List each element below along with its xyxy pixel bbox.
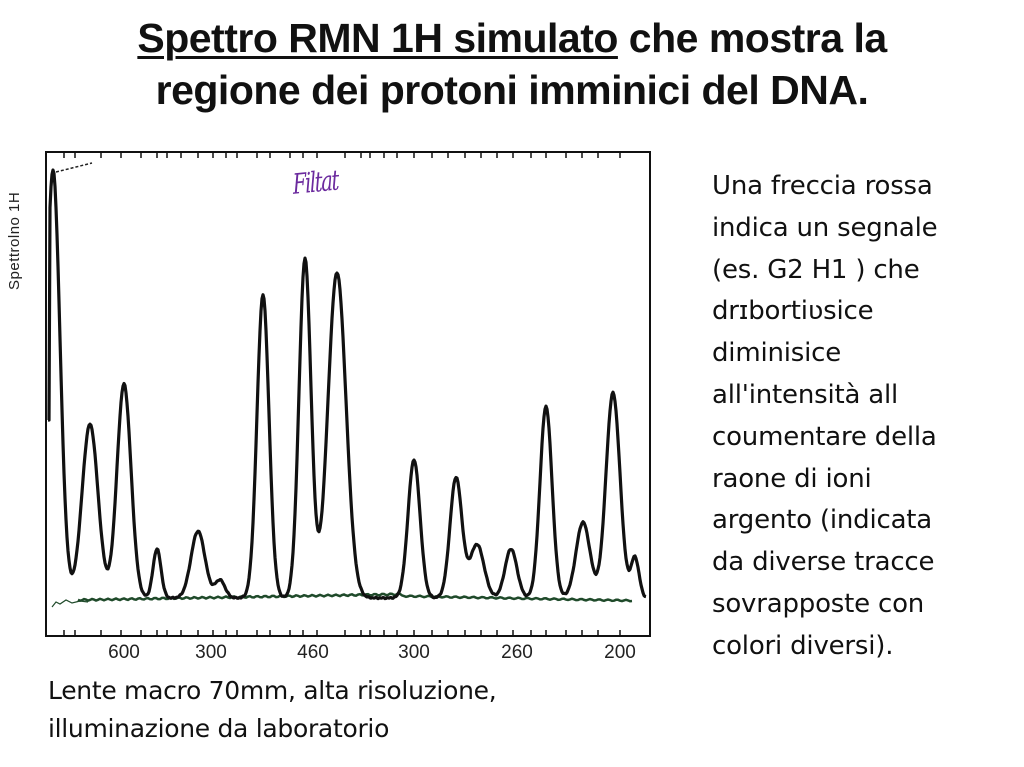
x-tick-label: 260 <box>501 642 533 663</box>
side-description: Una freccia rossa indica un segnale (es. G… <box>712 166 938 668</box>
side-text-line: drɪbortiʋsice <box>712 296 874 327</box>
side-text-line: all'intensità all <box>712 379 899 410</box>
side-text-line: coumentare della <box>712 421 937 452</box>
caption-line-1: Lente macro 70mm, alta risoluzione, <box>48 676 497 705</box>
side-text-line: indica un segnale <box>712 212 938 243</box>
baseline-trace <box>77 592 633 603</box>
side-text-line: diminisice <box>712 338 842 369</box>
plot-frame <box>45 151 651 637</box>
side-text-line: da diverse tracce <box>712 547 935 578</box>
x-tick-label: 200 <box>604 642 636 663</box>
page-title: Spettro RMN 1H simulato che mostra la re… <box>0 12 1024 116</box>
side-text-line: sovrapposte con <box>712 588 925 619</box>
side-text-line: Una freccia rossa <box>712 171 933 201</box>
side-text-line: (es. G2 H1 ) che <box>712 254 920 285</box>
bottom-axis-ticks <box>63 630 621 636</box>
title-underlined: Spettro RMN 1H simulato <box>137 15 618 61</box>
top-axis-ticks <box>63 152 621 158</box>
title-line-2: regione dei protoni imminici del DNA. <box>155 67 869 113</box>
x-tick-label: 460 <box>297 642 329 663</box>
side-text-line: colori diversi). <box>712 630 894 661</box>
origin-scribble <box>51 599 89 608</box>
x-tick-label: 600 <box>108 642 140 663</box>
caption: Lente macro 70mm, alta risoluzione, illu… <box>48 672 497 748</box>
reference-dash-line <box>55 162 93 173</box>
x-tick-label: 300 <box>195 642 227 663</box>
handwritten-annotation: Filtat <box>292 163 339 201</box>
side-text-line: raone di ioni <box>712 463 872 494</box>
title-rest: che mostra la <box>617 15 887 61</box>
side-text-line: argento (indicata <box>712 505 933 536</box>
main-spectrum-trace <box>47 168 647 601</box>
caption-line-2: illuminazione da laboratorio <box>48 714 390 743</box>
x-tick-label: 300 <box>398 642 430 663</box>
